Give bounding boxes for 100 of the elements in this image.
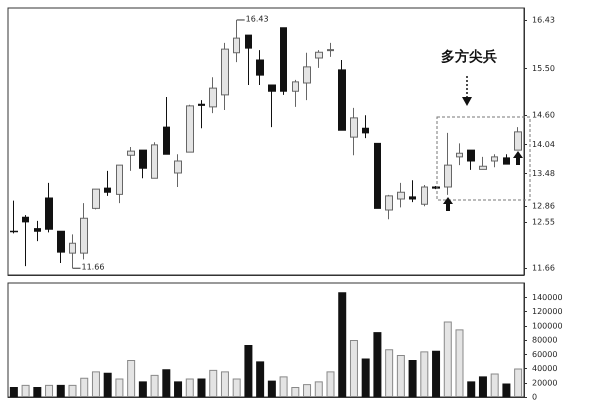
candlestick [315,50,323,68]
bar [174,381,182,397]
bar [362,358,370,397]
bar [162,369,170,397]
bar [338,292,346,397]
bar [456,329,464,397]
candlestick [10,200,18,234]
bar [326,371,334,397]
candlestick [57,230,65,264]
y-tick-label: 11.66 [532,264,555,273]
candlestick [233,19,240,63]
candlestick [350,107,358,156]
candlestick [467,150,475,170]
candlestick [479,156,487,170]
bar [385,349,394,397]
bar [138,381,147,397]
candlestick [45,182,53,233]
bar [22,384,30,397]
candlestick [127,146,135,172]
bar [502,383,510,397]
candlestick [151,142,158,179]
bar [104,372,112,397]
candlestick [69,234,76,269]
bar [220,371,229,397]
candlestick [186,104,194,153]
bar [514,368,522,397]
bar [232,378,241,397]
bar [432,350,440,397]
candlestick [397,182,405,208]
bar [68,384,76,397]
candlestick [491,154,498,168]
bar [408,360,417,397]
y-tick-label: 0 [532,392,538,402]
bar [478,376,487,397]
candlestick [34,220,41,242]
y-tick-label: 15.50 [532,64,555,73]
candlestick [338,60,346,131]
bar [444,321,452,397]
y-tick-label: 80000 [532,336,558,344]
candlestick [421,184,428,207]
candlestick [374,142,381,209]
candlestick [503,154,510,165]
candlestick [303,52,311,101]
bar [115,378,124,397]
y-tick-label: 16.43 [532,15,555,24]
candlestick [268,84,276,128]
candlestick [409,180,416,203]
annotation: 11.66 [82,262,104,272]
candlestick [209,76,217,114]
bar [150,374,159,397]
candlestick [22,214,29,267]
bar [256,361,264,397]
y-tick-label: 60000 [532,350,558,359]
bar [350,340,358,397]
bar [33,387,42,397]
y-tick-label: 20000 [532,378,558,388]
bar [244,344,252,397]
bar [490,373,499,397]
annotation: 多方尖兵 [441,48,497,65]
candlestick [104,170,111,196]
candlestick [174,154,182,188]
y-tick-label: 13.48 [532,169,555,178]
candlestick [80,202,88,260]
bar [280,376,288,397]
y-tick-label: 14.04 [532,140,555,149]
candlestick [139,150,147,179]
candlestick [198,100,205,129]
candlestick [116,164,123,204]
candlestick [280,27,287,96]
bar [209,370,218,397]
candlestick [221,42,229,111]
bar [291,387,300,397]
bar [56,384,65,397]
y-tick-label: 40000 [532,364,558,373]
candlestick [163,96,170,155]
bar [396,354,405,397]
y-tick-label: 12.55 [532,217,555,226]
bar [127,360,136,397]
candlestick [327,42,334,58]
candlestick [92,188,100,210]
candlestick [256,50,264,86]
bar [45,384,54,397]
bar [198,378,206,397]
candlestick [292,79,299,108]
y-tick-label: 100000 [532,321,563,330]
bar [467,381,476,397]
y-tick-label: 14.60 [532,110,555,120]
candlestick [444,132,452,196]
bar [373,332,382,397]
bar [92,371,100,397]
bar [420,351,428,397]
bar [80,378,88,397]
candlestick [362,114,369,139]
bar [186,378,194,397]
y-tick-label: 120000 [532,307,563,316]
candlestick [514,126,522,151]
bar [314,381,323,397]
y-tick-label: 140000 [532,292,563,302]
bar [10,387,18,397]
candlestick [385,194,393,220]
